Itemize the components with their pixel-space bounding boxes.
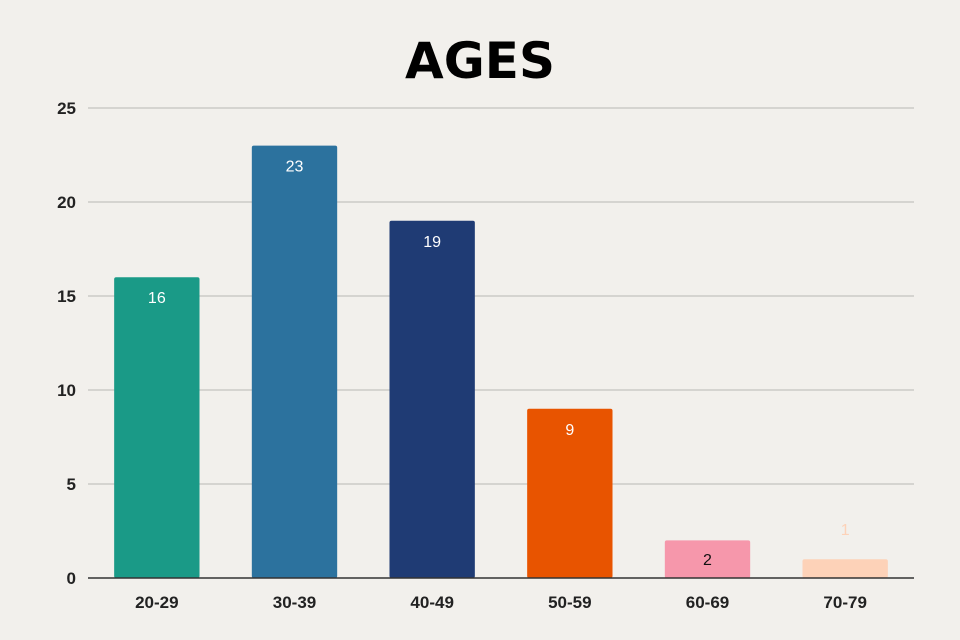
bar-50-59 [527,408,613,578]
y-tick-label: 25 [57,99,76,118]
bar-70-79 [802,559,888,578]
bar-40-49 [389,220,475,579]
data-label-40-49: 19 [423,234,441,251]
data-label-30-39: 23 [286,159,304,176]
x-tick-label-50-59: 50-59 [548,593,591,612]
data-label-70-79: 1 [841,522,850,539]
data-label-50-59: 9 [565,422,574,439]
bars [114,145,888,579]
data-labels: 16 23 19 9 2 1 [148,159,850,570]
data-label-60-69: 2 [703,552,712,569]
bar-20-29 [114,277,200,578]
y-tick-label: 20 [57,193,76,212]
x-tick-label-20-29: 20-29 [135,593,178,612]
gridlines [88,107,914,485]
y-tick-label: 5 [67,475,76,494]
bar-30-39 [251,145,338,578]
chart-title: AGES [405,32,555,90]
x-tick-label-70-79: 70-79 [823,593,866,612]
x-tick-label-60-69: 60-69 [686,593,729,612]
data-label-20-29: 16 [148,290,166,307]
y-axis-ticks: 0 5 10 15 20 25 [57,99,76,588]
y-tick-label: 15 [57,287,76,306]
y-tick-label: 0 [67,569,76,588]
x-tick-label-40-49: 40-49 [410,593,453,612]
y-tick-label: 10 [57,381,76,400]
x-axis-ticks: 20-29 30-39 40-49 50-59 60-69 70-79 [135,593,867,612]
x-tick-label-30-39: 30-39 [273,593,316,612]
bar-60-69 [664,540,751,578]
